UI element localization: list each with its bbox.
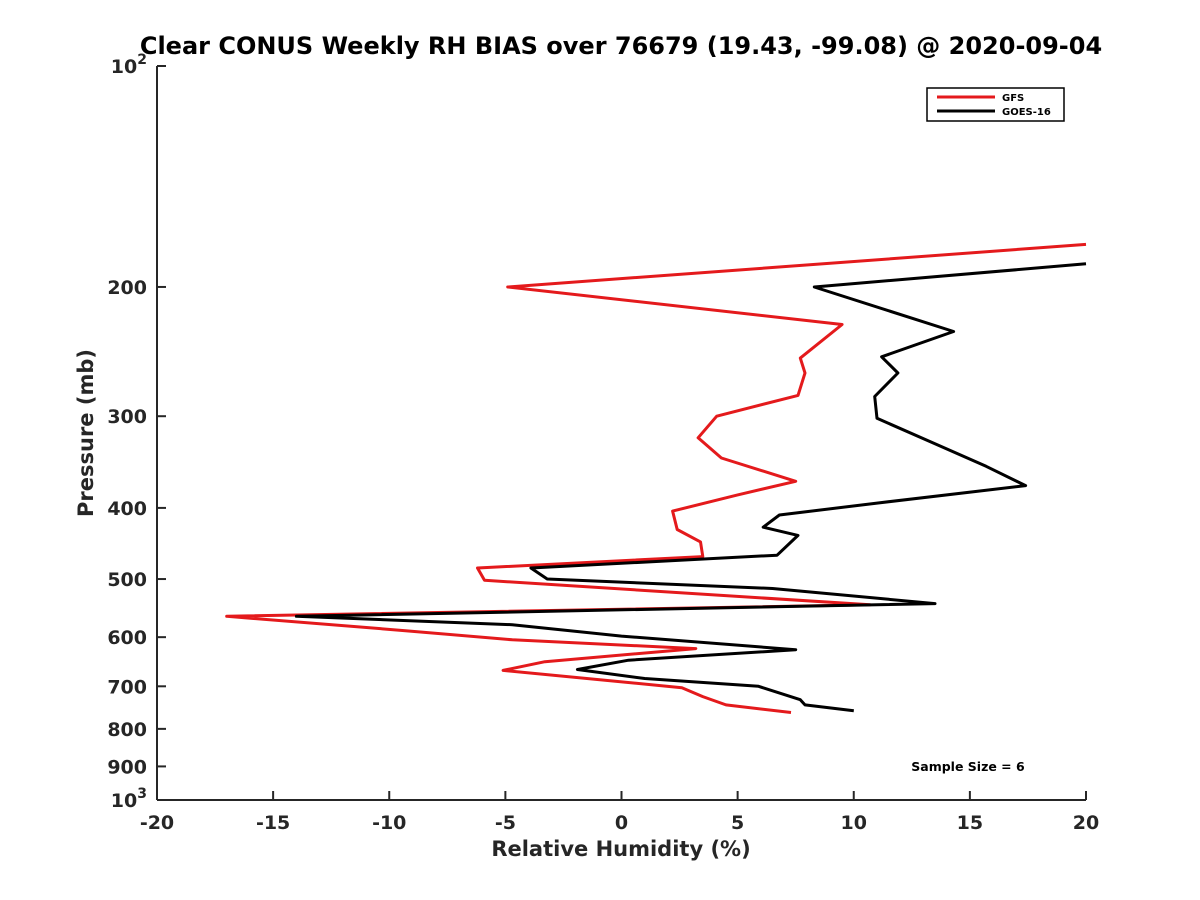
series-line-gfs (225, 242, 1087, 714)
y-tick-label: 900 (107, 756, 147, 778)
chart-title: Clear CONUS Weekly RH BIAS over 76679 (1… (140, 32, 1102, 60)
x-tick-label: 20 (1073, 812, 1099, 834)
legend-box (926, 87, 1065, 122)
x-tick-label: 5 (731, 812, 744, 834)
x-tick-label: 0 (615, 812, 628, 834)
plot-area (225, 242, 1087, 714)
y-tick-label: 102 (111, 52, 147, 78)
y-tick-label: 800 (107, 719, 147, 741)
x-tick-label: -15 (256, 812, 290, 834)
series-line-goes-16 (294, 262, 1087, 713)
x-tick-label: -10 (372, 812, 406, 834)
y-tick-label: 600 (107, 627, 147, 649)
legend-entry-label: GOES-16 (1002, 107, 1051, 118)
x-tick-label: 15 (957, 812, 983, 834)
x-tick-label: 10 (841, 812, 867, 834)
y-axis-ticks: 102 200 300 400 500 600 700 800 900 103 (107, 52, 166, 812)
y-tick-label: 400 (107, 498, 147, 520)
x-tick-label: -20 (140, 812, 174, 834)
y-axis-label: Pressure (mb) (74, 349, 98, 517)
legend: GFS GOES-16 (926, 87, 1065, 122)
sample-size-annotation: Sample Size = 6 (911, 759, 1025, 774)
x-tick-label: -5 (495, 812, 516, 834)
x-axis-label: Relative Humidity (%) (491, 837, 750, 861)
y-tick-label: 200 (107, 277, 147, 299)
legend-entry-label: GFS (1002, 93, 1024, 104)
y-tick-label: 300 (107, 406, 147, 428)
y-tick-label: 500 (107, 569, 147, 591)
y-tick-label: 103 (111, 786, 147, 812)
x-axis-ticks: -20 -15 -10 -5 0 5 10 15 20 (140, 791, 1099, 834)
y-tick-label: 700 (107, 676, 147, 698)
